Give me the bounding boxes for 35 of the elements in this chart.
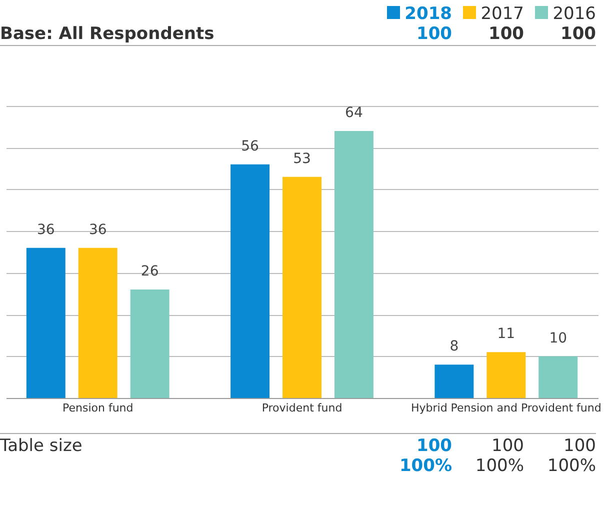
text: 100 (488, 24, 524, 44)
bar (130, 290, 170, 398)
legend-label: 2016 (552, 4, 596, 24)
bar (434, 364, 474, 398)
text: Table size (0, 436, 84, 456)
bar (26, 248, 66, 398)
legend-label: 2017 (480, 4, 524, 24)
bar (486, 352, 526, 398)
data-label: 56 (241, 138, 260, 154)
data-label: 11 (497, 326, 516, 342)
bar (230, 164, 270, 398)
text: 100 (490, 436, 524, 456)
data-label: 36 (88, 222, 107, 238)
text: 100% (546, 456, 596, 476)
text: 100 (560, 24, 596, 44)
data-label: 53 (293, 150, 311, 167)
data-label: 10 (549, 330, 568, 346)
bar (78, 248, 118, 398)
text: 100 (562, 436, 596, 456)
data-label: 8 (450, 338, 459, 355)
bar (282, 176, 322, 398)
text: 100 (416, 436, 452, 456)
text: 100% (398, 456, 452, 476)
text: 100% (474, 456, 524, 476)
data-label: 64 (345, 105, 363, 122)
bar (334, 131, 374, 398)
data-label: 36 (36, 222, 55, 238)
x-tick-label: Pension fund (62, 402, 134, 414)
data-label: 26 (140, 264, 159, 280)
text: Base: All Respondents (0, 24, 216, 44)
text: 100 (416, 24, 452, 44)
x-tick-label: Hybrid Pension and Provident fund (410, 402, 602, 414)
bar (538, 356, 578, 398)
legend-label: 2018 (404, 4, 452, 24)
x-tick-label: Provident fund (262, 402, 342, 414)
